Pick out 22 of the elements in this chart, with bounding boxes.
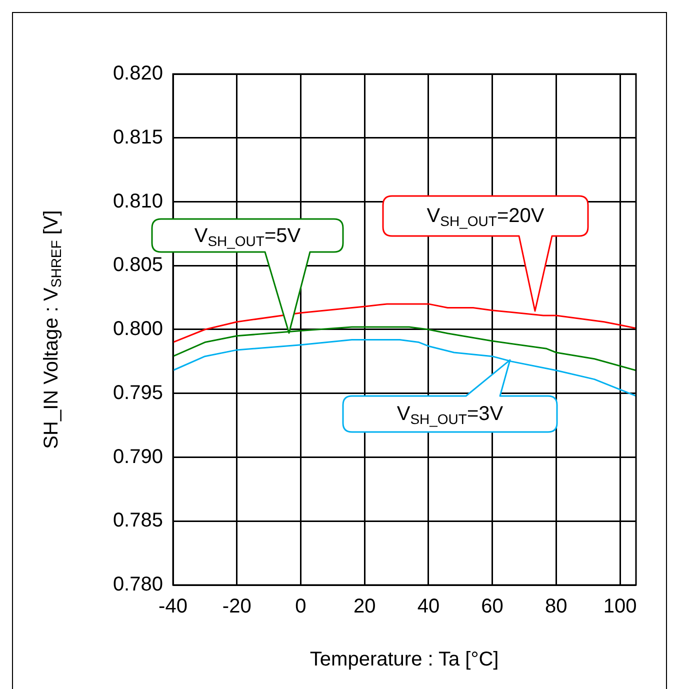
x-tick-label: 20 [353, 596, 376, 618]
y-axis-title: SH_IN Voltage : VSHREF [V] [40, 210, 64, 449]
y-tick-label: 0.785 [112, 510, 163, 532]
annotation: V$_{SH_OUT}$=20V [426, 204, 546, 229]
x-tick-label: 40 [417, 596, 440, 618]
y-tick-label: 0.780 [112, 574, 163, 596]
y-tick-label: 0.800 [112, 318, 163, 340]
x-tick-label: -40 [158, 596, 188, 618]
x-tick-label: 100 [603, 596, 637, 618]
x-tick-label: 60 [481, 596, 504, 618]
x-axis-title: Temperature : Ta [°C] [310, 648, 499, 671]
annotation: V$_{SH_OUT}$=5V [193, 224, 302, 248]
x-tick-label: -20 [222, 596, 252, 618]
annotation: V$_{SH_OUT}$=3V [396, 402, 504, 427]
x-tick-label: 0 [295, 596, 306, 618]
y-tick-label: 0.795 [112, 382, 163, 404]
y-tick-label: 0.820 [112, 62, 163, 85]
y-tick-label: 0.805 [112, 254, 163, 276]
x-tick-label: 80 [545, 596, 568, 618]
y-tick-label: 0.815 [112, 126, 163, 148]
y-tick-label: 0.790 [112, 446, 163, 468]
y-tick-label: 0.810 [112, 190, 163, 212]
